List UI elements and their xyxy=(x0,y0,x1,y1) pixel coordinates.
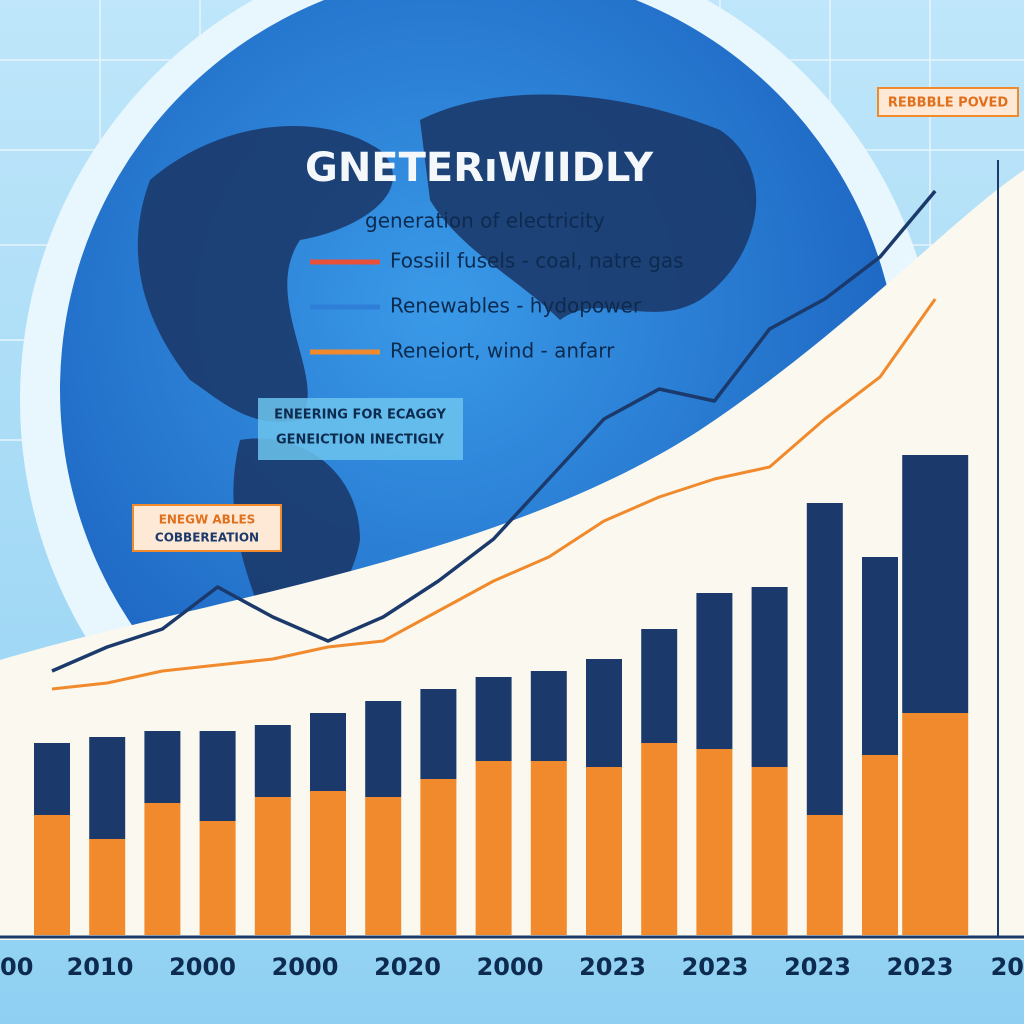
bar-segment xyxy=(199,731,236,821)
bar-segment xyxy=(862,557,898,755)
bar-segment xyxy=(144,803,181,935)
legend-label: Renewables - hydopower xyxy=(390,294,642,318)
x-tick-label: 2020 xyxy=(374,953,441,981)
bar-segment xyxy=(365,701,402,797)
bar-segment xyxy=(34,815,70,935)
bar-segment xyxy=(806,503,843,815)
bar-segment xyxy=(806,815,843,935)
x-tick-label: 00 xyxy=(0,953,33,981)
bar-segment xyxy=(902,455,969,713)
bar-segment xyxy=(89,737,126,839)
bar-segment xyxy=(420,779,457,935)
bar-segment xyxy=(530,761,567,935)
bar-segment xyxy=(530,671,567,761)
bar-segment xyxy=(475,677,512,761)
annotation-box xyxy=(132,504,282,552)
x-tick-label: 2023 xyxy=(887,953,954,981)
line xyxy=(51,298,937,691)
bar-segment xyxy=(34,743,70,815)
x-tick-label: 2000 xyxy=(169,953,236,981)
chart-subtitle: generation of electricity xyxy=(365,209,605,233)
bar-segment xyxy=(254,725,291,797)
bar-segment xyxy=(199,821,236,935)
x-tick-label: 2010 xyxy=(67,953,134,981)
bar-segment xyxy=(696,749,733,935)
bar-segment xyxy=(89,839,126,935)
x-tick-label: 2000 xyxy=(272,953,339,981)
annotation: REBBBLE POVED xyxy=(888,96,1008,111)
x-tick-label: 2023 xyxy=(784,953,851,981)
bar-segment xyxy=(254,797,291,935)
bar-segment xyxy=(144,731,181,803)
x-tick-label: 2023 xyxy=(579,953,646,981)
bar-segment xyxy=(751,587,788,767)
bar-segment xyxy=(310,791,346,935)
x-tick-label: 2000 xyxy=(477,953,544,981)
bar-segment xyxy=(751,767,788,935)
annotation: ENEGW ABLES xyxy=(159,513,256,527)
bar-segment xyxy=(902,713,969,935)
bar-segment xyxy=(586,767,622,935)
line xyxy=(51,189,937,673)
annotation-box xyxy=(877,87,1019,117)
annotation: GENEICTION INECTIGLY xyxy=(276,433,445,448)
legend-label: Fossiil fusels - coal, natre gas xyxy=(390,249,684,273)
bar-segment xyxy=(310,713,346,791)
legend-label: Reneiort, wind - anfarr xyxy=(390,339,615,363)
bar-segment xyxy=(365,797,402,935)
bar-segment xyxy=(696,593,733,749)
bar-segment xyxy=(420,689,457,779)
bar-segment xyxy=(586,659,622,767)
annotation: ENEERING FOR ECAGGY xyxy=(274,408,446,423)
annotation: COBBEREATION xyxy=(155,531,259,545)
bar-segment xyxy=(641,743,678,935)
bar-segment xyxy=(475,761,512,935)
bar-segment xyxy=(862,755,898,935)
chart-title: GNETERıWIIDLY xyxy=(305,145,654,191)
x-tick-label: 2023 xyxy=(682,953,749,981)
bar-segment xyxy=(641,629,678,743)
x-tick-label: 20 xyxy=(991,953,1024,981)
annotation-box xyxy=(258,398,463,460)
continents xyxy=(137,94,757,641)
